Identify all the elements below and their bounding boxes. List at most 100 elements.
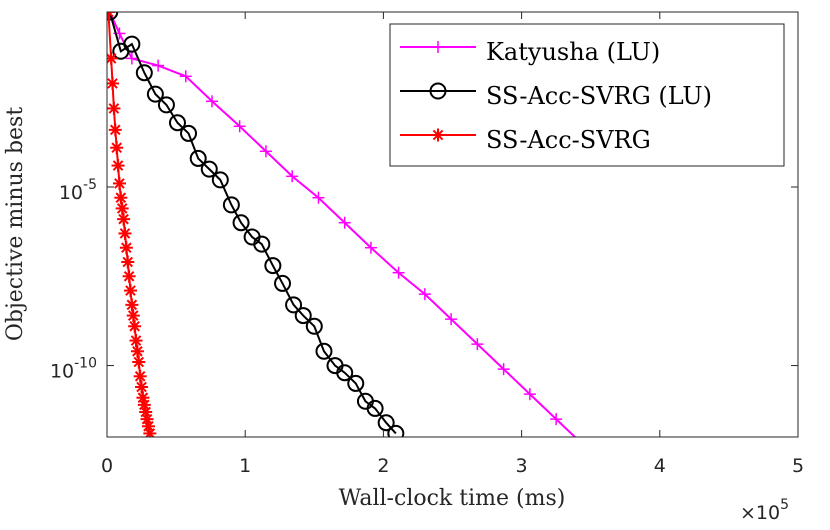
data-point-ss-acc-svrg-lu bbox=[232, 214, 250, 232]
data-point-ss-acc-svrg-lu bbox=[200, 160, 218, 178]
data-point-katyusha-lu bbox=[497, 363, 510, 376]
data-point-ss-acc-svrg-lu bbox=[146, 85, 164, 103]
legend-marker-ss-acc-svrg bbox=[431, 128, 445, 142]
y-tick-base: 10 bbox=[50, 361, 74, 383]
x-tick-label: 2 bbox=[377, 455, 389, 477]
data-point-katyusha-lu bbox=[179, 70, 192, 83]
data-point-katyusha-lu bbox=[338, 216, 351, 229]
data-point-ss-acc-svrg bbox=[117, 212, 131, 226]
data-point-ss-acc-svrg-lu bbox=[315, 342, 333, 360]
data-point-ss-acc-svrg-lu bbox=[347, 374, 365, 392]
svg-text:×105: ×105 bbox=[740, 497, 789, 524]
data-point-ss-acc-svrg bbox=[128, 319, 142, 333]
data-point-ss-acc-svrg bbox=[114, 191, 128, 205]
data-point-ss-acc-svrg-lu bbox=[377, 414, 395, 432]
data-point-ss-acc-svrg bbox=[121, 255, 135, 269]
data-point-ss-acc-svrg-lu bbox=[305, 317, 323, 335]
x-tick-label: 4 bbox=[654, 455, 666, 477]
data-point-katyusha-lu bbox=[576, 438, 588, 450]
series-line-ss-acc-svrg-lu bbox=[108, 12, 397, 435]
data-point-ss-acc-svrg-lu bbox=[222, 196, 240, 214]
y-tick-label: 10-5 bbox=[59, 177, 97, 204]
data-point-katyusha-lu bbox=[125, 52, 138, 65]
data-point-ss-acc-svrg-lu bbox=[189, 149, 207, 167]
data-point-ss-acc-svrg-lu bbox=[366, 399, 384, 417]
data-point-katyusha-lu bbox=[392, 266, 405, 279]
data-point-ss-acc-svrg bbox=[125, 298, 139, 312]
data-point-ss-acc-svrg-lu bbox=[168, 114, 186, 132]
legend-label-ss-acc-svrg-lu: SS-Acc-SVRG (LU) bbox=[486, 82, 712, 110]
y-tick-exponent: -5 bbox=[83, 177, 97, 193]
series-katyusha-lu bbox=[107, 12, 669, 522]
data-point-ss-acc-svrg bbox=[118, 226, 132, 240]
data-point-katyusha-lu bbox=[471, 338, 484, 351]
data-point-katyusha-lu bbox=[657, 510, 669, 522]
data-point-ss-acc-svrg bbox=[132, 355, 146, 369]
legend-label-katyusha: Katyusha (LU) bbox=[486, 38, 660, 66]
data-point-ss-acc-svrg-lu bbox=[294, 307, 312, 325]
plot-series-layer bbox=[107, 12, 669, 522]
data-point-ss-acc-svrg-lu bbox=[123, 35, 141, 53]
data-point-ss-acc-svrg bbox=[115, 201, 129, 215]
data-point-katyusha-lu bbox=[206, 95, 219, 108]
data-point-ss-acc-svrg bbox=[141, 419, 155, 433]
x-axis-multiplier: ×105 bbox=[740, 497, 789, 524]
plot-area-frame bbox=[106, 11, 799, 438]
data-point-katyusha-lu bbox=[233, 120, 246, 133]
data-point-katyusha-lu bbox=[445, 313, 458, 326]
x-tick-label: 3 bbox=[516, 455, 528, 477]
data-point-ss-acc-svrg-lu bbox=[211, 171, 229, 189]
data-point-ss-acc-svrg bbox=[139, 405, 153, 419]
legend-swatch-ss-acc-svrg bbox=[400, 128, 476, 142]
x-tick-label: 0 bbox=[101, 455, 113, 477]
y-tick-base: 10 bbox=[59, 182, 83, 204]
data-point-ss-acc-svrg bbox=[111, 159, 125, 173]
series-line-ss-acc-svrg bbox=[107, 12, 151, 434]
data-point-ss-acc-svrg bbox=[108, 123, 122, 137]
data-point-ss-acc-svrg bbox=[107, 76, 120, 90]
x-multiplier-exponent: 5 bbox=[780, 497, 789, 513]
data-point-ss-acc-svrg bbox=[119, 241, 133, 255]
legend-swatch-katyusha-lu bbox=[400, 41, 476, 53]
data-point-ss-acc-svrg bbox=[126, 309, 140, 323]
data-point-ss-acc-svrg-lu bbox=[336, 364, 354, 382]
legend-swatch-ss-acc-svrg-lu bbox=[400, 82, 476, 100]
x-multiplier-base: ×10 bbox=[740, 502, 780, 524]
y-tick-label: 10-10 bbox=[50, 356, 97, 383]
data-point-ss-acc-svrg bbox=[110, 141, 124, 155]
data-point-ss-acc-svrg bbox=[122, 269, 136, 283]
data-point-ss-acc-svrg bbox=[107, 51, 118, 65]
data-point-ss-acc-svrg bbox=[107, 101, 121, 115]
x-tick-label: 5 bbox=[792, 455, 804, 477]
legend-marker-katyusha-lu bbox=[432, 41, 444, 53]
series-ss-acc-svrg bbox=[107, 12, 157, 437]
data-point-ss-acc-svrg bbox=[133, 369, 147, 383]
data-point-ss-acc-svrg-lu bbox=[135, 64, 153, 82]
data-point-ss-acc-svrg-lu bbox=[387, 424, 405, 437]
data-point-ss-acc-svrg bbox=[135, 380, 149, 394]
data-point-katyusha-lu bbox=[312, 191, 325, 204]
data-point-ss-acc-svrg-lu bbox=[274, 274, 292, 292]
x-tick-label: 1 bbox=[239, 455, 251, 477]
data-point-ss-acc-svrg-lu bbox=[264, 257, 282, 275]
data-point-ss-acc-svrg-lu bbox=[180, 124, 198, 142]
data-point-katyusha-lu bbox=[107, 12, 116, 18]
data-point-katyusha-lu bbox=[286, 170, 299, 183]
data-point-katyusha-lu bbox=[152, 59, 165, 72]
data-point-katyusha-lu bbox=[550, 413, 563, 426]
data-point-ss-acc-svrg bbox=[112, 176, 126, 190]
axis-tick-layer: 0 1 2 3 4 510-510-10 bbox=[50, 12, 804, 477]
data-point-ss-acc-svrg-lu bbox=[157, 96, 175, 114]
data-point-katyusha-lu bbox=[630, 485, 642, 497]
data-point-katyusha-lu bbox=[364, 241, 377, 254]
data-point-katyusha-lu bbox=[604, 463, 616, 475]
legend-marker-ss-acc-svrg-lu bbox=[429, 82, 447, 100]
data-point-katyusha-lu bbox=[259, 145, 272, 158]
data-point-ss-acc-svrg-lu bbox=[253, 235, 271, 253]
data-point-ss-acc-svrg bbox=[123, 284, 137, 298]
legend: Katyusha (LU) SS-Acc-SVRG (LU) SS-Acc-SV… bbox=[389, 23, 785, 167]
data-point-katyusha-lu bbox=[523, 388, 536, 401]
legend-swatches bbox=[400, 41, 476, 142]
y-axis-label: Objective minus best bbox=[3, 107, 28, 342]
